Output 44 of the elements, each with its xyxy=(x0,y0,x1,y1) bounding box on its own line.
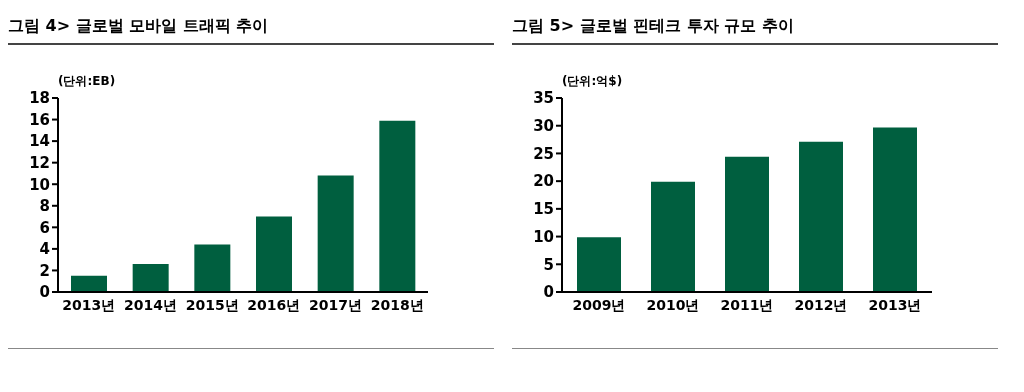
x-tick-label: 2013년 xyxy=(868,296,922,313)
x-tick-label: 2017년 xyxy=(309,296,362,313)
bar xyxy=(317,175,354,292)
x-tick-label: 2016년 xyxy=(247,296,301,313)
x-tick-label: 2010년 xyxy=(646,296,700,313)
y-tick-label: 8 xyxy=(39,197,50,216)
y-axis-title: (단위:EB) xyxy=(58,73,117,90)
bar xyxy=(194,244,231,292)
bar xyxy=(132,263,169,292)
bar xyxy=(256,216,292,292)
y-tick-label: 6 xyxy=(39,218,50,237)
y-tick-label: 2 xyxy=(39,261,50,280)
x-tick-label: 2018년 xyxy=(370,296,424,313)
y-tick-label: 14 xyxy=(29,132,50,151)
chart-title: 그림 4> 글로벌 모바일 트래픽 추이 xyxy=(8,8,494,45)
bar xyxy=(651,181,695,292)
y-tick-label: 18 xyxy=(29,89,50,108)
bar xyxy=(71,275,107,292)
y-tick-label: 15 xyxy=(533,200,554,219)
y-tick-label: 10 xyxy=(533,227,554,246)
y-tick-label: 25 xyxy=(533,144,554,163)
x-tick-label: 2015년 xyxy=(185,296,239,313)
y-tick-label: 35 xyxy=(533,89,554,108)
y-tick-label: 10 xyxy=(29,175,50,194)
x-tick-label: 2014년 xyxy=(124,296,177,313)
y-axis-title: (단위:억$) xyxy=(562,73,624,90)
y-tick-label: 5 xyxy=(543,255,554,274)
bar xyxy=(379,120,416,292)
x-tick-label: 2009년 xyxy=(572,296,626,313)
x-tick-label: 2012년 xyxy=(794,296,848,313)
chart-title: 그림 5> 글로벌 핀테크 투자 규모 추이 xyxy=(512,8,998,45)
y-tick-label: 0 xyxy=(39,283,50,302)
x-tick-label: 2011년 xyxy=(720,296,774,313)
y-tick-label: 12 xyxy=(29,153,50,172)
bar xyxy=(577,237,621,292)
x-tick-label: 2013년 xyxy=(62,296,116,313)
y-tick-label: 16 xyxy=(29,110,50,129)
y-tick-label: 4 xyxy=(39,240,50,259)
y-tick-label: 30 xyxy=(533,117,554,136)
bar xyxy=(799,141,843,292)
bar xyxy=(725,156,769,292)
y-tick-label: 20 xyxy=(533,172,554,191)
y-tick-label: 0 xyxy=(543,283,554,302)
bar xyxy=(873,127,917,292)
